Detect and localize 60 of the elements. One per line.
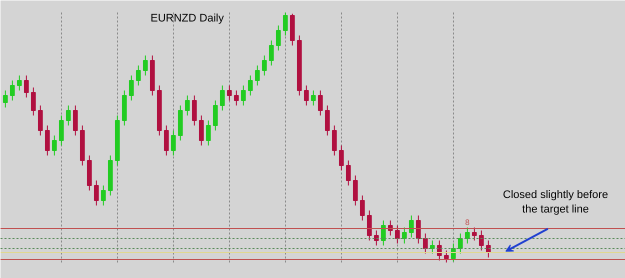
candlestick xyxy=(184,95,190,116)
candlestick xyxy=(478,230,484,251)
candlestick xyxy=(212,100,218,131)
candlestick xyxy=(262,55,267,76)
candlestick xyxy=(38,105,43,136)
candlestick xyxy=(220,85,225,111)
candlestick xyxy=(44,125,50,156)
candlestick xyxy=(444,250,449,262)
candlestick xyxy=(276,25,281,51)
candlestick xyxy=(170,130,176,156)
candlestick xyxy=(16,75,22,91)
candlestick xyxy=(416,215,421,244)
annotation: 8 xyxy=(465,218,470,227)
candlestick xyxy=(30,87,36,116)
candlestick xyxy=(366,210,372,241)
candlestick xyxy=(458,233,463,254)
candlestick xyxy=(380,220,386,246)
candlestick xyxy=(360,195,365,221)
candlestick xyxy=(128,75,134,101)
candlestick xyxy=(226,85,232,101)
candlestick xyxy=(2,90,8,108)
candlestick xyxy=(248,75,253,96)
candlestick xyxy=(374,230,379,246)
candlestick xyxy=(72,105,78,136)
candlestick xyxy=(282,12,288,36)
candlestick xyxy=(352,175,358,206)
candlestick xyxy=(142,55,148,76)
candlestick xyxy=(52,135,57,156)
candlestick xyxy=(394,225,400,244)
candlestick xyxy=(10,80,15,101)
candlestick xyxy=(472,227,477,241)
candlestick xyxy=(422,233,428,254)
candlestick xyxy=(338,145,344,171)
candlestick xyxy=(318,90,323,116)
candlestick xyxy=(402,227,407,244)
candlestick xyxy=(24,75,29,98)
candlestick xyxy=(136,65,141,86)
candlestick xyxy=(324,105,330,136)
candlestick xyxy=(254,65,260,86)
candlestick xyxy=(58,115,64,146)
candlestick xyxy=(408,215,414,238)
candlestick xyxy=(234,90,239,106)
candlestick xyxy=(164,125,169,156)
candlestick xyxy=(430,240,435,254)
candlestick xyxy=(332,125,337,156)
candlestick xyxy=(66,105,71,126)
text: Closed slightly before the target line xyxy=(502,189,608,216)
candlestick xyxy=(464,227,470,244)
candlestick xyxy=(310,90,316,106)
candlestick xyxy=(94,180,99,206)
chart-title: EURNZD Daily xyxy=(150,12,224,24)
candlestick xyxy=(192,95,197,126)
candlestick xyxy=(346,160,351,186)
candlestick xyxy=(450,243,456,262)
candlestick xyxy=(206,120,211,146)
candlestick xyxy=(100,185,106,206)
candlestick xyxy=(198,115,204,146)
candlestick xyxy=(304,85,309,106)
candlestick xyxy=(268,40,274,66)
candlestick xyxy=(240,85,246,106)
